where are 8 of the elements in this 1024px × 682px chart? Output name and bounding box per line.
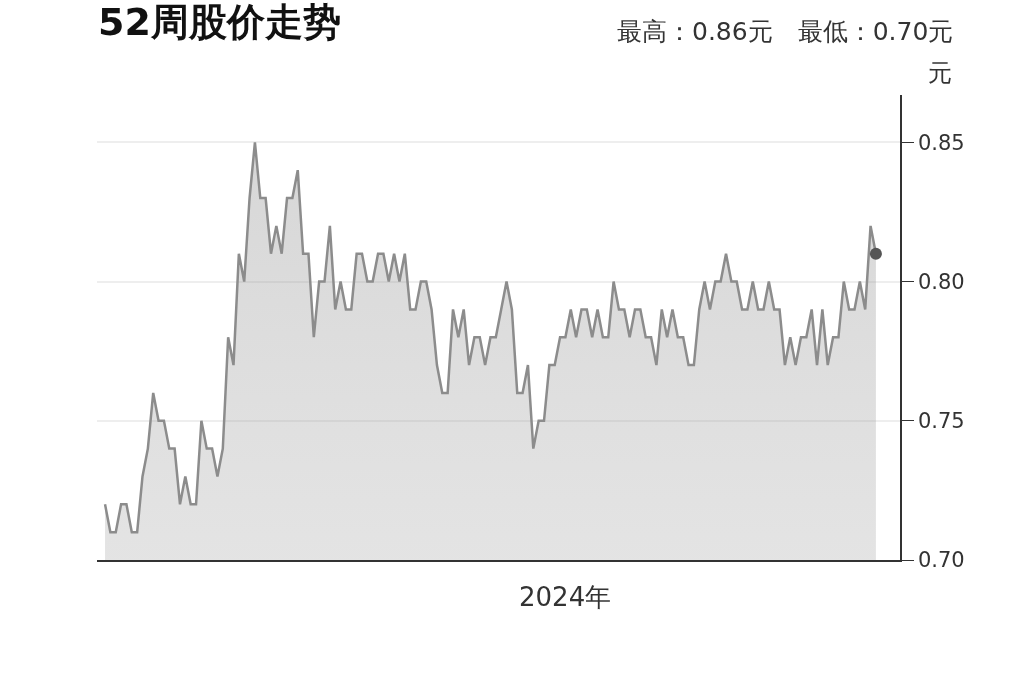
y-tick-label: 0.85 xyxy=(917,130,965,155)
chart-title: 52周股价走势 xyxy=(98,0,341,44)
y-tick-label: 0.70 xyxy=(917,548,965,573)
chart-subtitle: 最高：0.86元 最低：0.70元 xyxy=(617,17,954,46)
text: 2024年 xyxy=(519,582,612,612)
y-tick-label: 0.80 xyxy=(917,269,965,294)
y-tick-label: 0.75 xyxy=(917,409,965,434)
y-axis-title: 元 xyxy=(928,59,952,87)
